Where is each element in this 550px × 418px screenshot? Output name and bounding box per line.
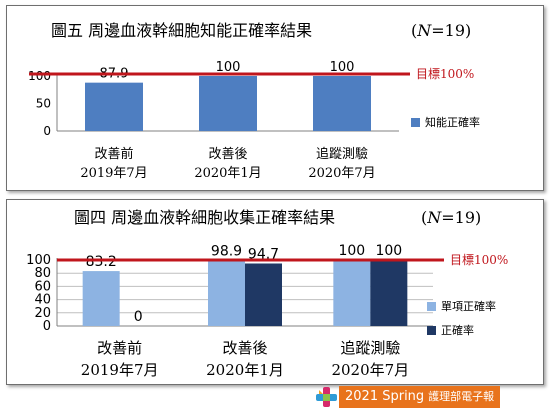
legend-label: 正確率 bbox=[441, 323, 474, 337]
data-label: 0 bbox=[134, 309, 143, 325]
legend-label: 知能正確率 bbox=[425, 115, 480, 129]
brand-label: 2021 Spring 護理部電子報 bbox=[339, 386, 501, 408]
target-label: 目標100% bbox=[416, 67, 474, 81]
x-category-label: 改善前 bbox=[94, 146, 133, 162]
bar-單項正確率-0 bbox=[82, 271, 120, 326]
x-category-date: 2019年7月 bbox=[80, 166, 147, 181]
brand-sub: 護理部電子報 bbox=[428, 390, 495, 403]
chart-panel-collection: 圖四 周邊血液幹細胞收集正確率結果 (N=19) 0 20 40 60 80 100 83.2 9… bbox=[6, 199, 544, 385]
data-label: 83.2 bbox=[86, 254, 117, 270]
bar-正確率-1 bbox=[245, 263, 282, 326]
target-label: 目標100% bbox=[450, 253, 508, 267]
legend-swatch bbox=[411, 118, 420, 127]
x-category-label: 改善後 bbox=[222, 339, 267, 357]
newsletter-brand: 2021 Spring 護理部電子報 bbox=[315, 386, 545, 408]
legend-label: 單項正確率 bbox=[441, 299, 496, 313]
bar-正確率-2 bbox=[370, 260, 408, 326]
data-label: 98.9 bbox=[211, 244, 242, 260]
bar-知能正確率-0 bbox=[85, 82, 143, 131]
x-category-date: 2020年7月 bbox=[331, 361, 409, 379]
y-tick-label: 0 bbox=[43, 124, 51, 138]
y-tick-label: 100 bbox=[28, 69, 51, 83]
plus-heart-logo-icon bbox=[316, 387, 337, 407]
y-tick-label: 20 bbox=[34, 306, 51, 321]
y-tick-label: 0 bbox=[43, 319, 51, 334]
legend-swatch bbox=[427, 302, 436, 311]
data-label: 94.7 bbox=[248, 246, 279, 262]
y-tick-label: 60 bbox=[34, 279, 51, 294]
chart-n-label: (N=19) bbox=[421, 208, 481, 227]
data-label: 100 bbox=[330, 60, 355, 75]
legend-swatch bbox=[427, 326, 436, 335]
bar-知能正確率-2 bbox=[313, 76, 371, 131]
x-category-label: 追蹤測驗 bbox=[340, 339, 400, 357]
data-label: 100 bbox=[216, 60, 241, 75]
x-category-label: 追蹤測驗 bbox=[316, 146, 368, 162]
x-category-date: 2020年7月 bbox=[308, 166, 375, 181]
y-tick-label: 80 bbox=[34, 266, 51, 281]
bar-單項正確率-2 bbox=[333, 260, 371, 326]
chart-n-label: (N=19) bbox=[411, 21, 471, 40]
bar-知能正確率-1 bbox=[199, 76, 257, 131]
data-label: 100 bbox=[375, 243, 402, 259]
chart-panel-knowledge: 圖五 周邊血液幹細胞知能正確率結果 (N=19) 0 50 100 87.9 100 100 改… bbox=[6, 5, 544, 191]
x-category-label: 改善前 bbox=[97, 339, 142, 357]
y-tick-label: 40 bbox=[34, 293, 51, 308]
chart-title: 圖五 周邊血液幹細胞知能正確率結果 bbox=[51, 21, 312, 40]
x-category-date: 2019年7月 bbox=[81, 361, 159, 379]
x-category-label: 改善後 bbox=[208, 146, 247, 162]
chart-title: 圖四 周邊血液幹細胞收集正確率結果 bbox=[74, 208, 335, 227]
y-tick-label: 100 bbox=[26, 253, 51, 268]
bar-單項正確率-1 bbox=[208, 260, 245, 326]
brand-main: 2021 Spring bbox=[345, 389, 425, 404]
y-tick-label: 50 bbox=[36, 97, 51, 111]
data-label: 100 bbox=[338, 243, 365, 259]
x-category-date: 2020年1月 bbox=[194, 166, 261, 181]
x-category-date: 2020年1月 bbox=[206, 361, 284, 379]
